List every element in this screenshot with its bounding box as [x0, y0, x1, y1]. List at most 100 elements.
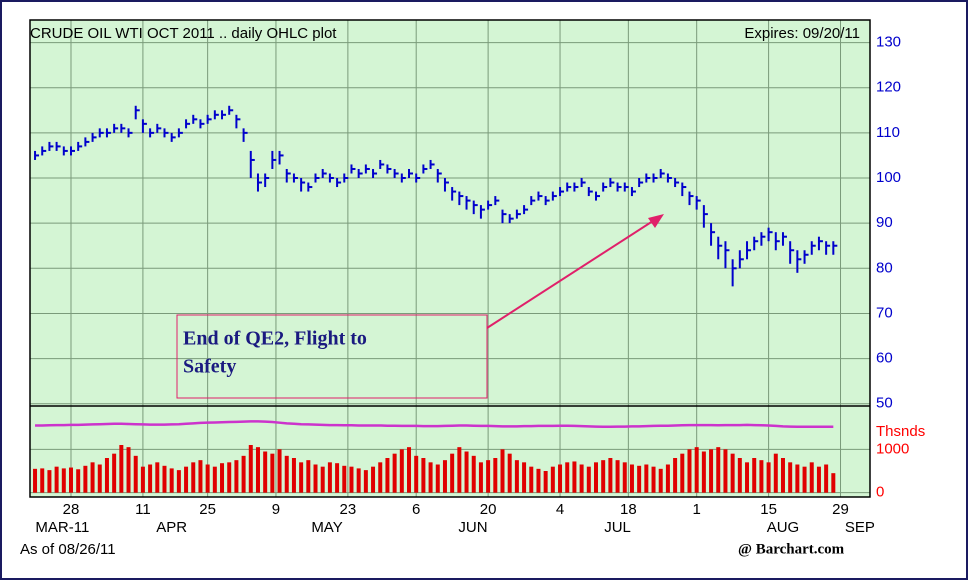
volume-bar [701, 451, 706, 493]
volume-bar [831, 473, 836, 493]
volume-bar [234, 460, 239, 493]
volume-bar [90, 462, 95, 493]
volume-bar [205, 464, 210, 493]
month-label: MAY [311, 519, 342, 536]
volume-bar [723, 449, 728, 493]
volume-bar [665, 464, 670, 493]
volume-bar [335, 463, 340, 493]
y-tick-label: 110 [876, 124, 900, 141]
volume-bar [780, 458, 785, 493]
volume-bar [788, 462, 793, 493]
volume-bar [730, 453, 735, 493]
volume-bar [673, 458, 678, 493]
volume-bar [385, 458, 390, 493]
volume-bar [629, 464, 634, 493]
volume-bar [737, 458, 742, 493]
volume-bar [140, 466, 145, 493]
volume-bar [464, 451, 469, 493]
y-tick-label: 70 [876, 304, 893, 321]
volume-bar [522, 462, 527, 493]
x-tick-label: 20 [480, 501, 497, 518]
x-tick-label: 23 [340, 501, 357, 518]
volume-bar [816, 466, 821, 493]
volume-bar [371, 466, 376, 493]
volume-bar [802, 466, 807, 493]
volume-bar [622, 462, 627, 493]
y-tick-label: 1000 [876, 440, 909, 457]
volume-bar [478, 462, 483, 493]
volume-bar [277, 449, 282, 493]
volume-bar [76, 469, 81, 493]
volume-bar [565, 462, 570, 493]
month-label: JUL [604, 519, 631, 536]
volume-bar [399, 449, 404, 493]
source: @ Barchart.com [738, 541, 845, 557]
volume-bar [773, 453, 778, 493]
volume-bar [414, 455, 419, 493]
x-tick-label: 18 [620, 501, 637, 518]
y-tick-label: 90 [876, 214, 893, 231]
volume-bar [378, 462, 383, 493]
volume-bar [644, 464, 649, 493]
volume-bar [507, 453, 512, 493]
x-tick-label: 25 [199, 501, 216, 518]
volume-bar [112, 453, 117, 493]
arrow-head [648, 214, 664, 228]
x-tick-label: 15 [760, 501, 777, 518]
volume-bar [176, 470, 181, 493]
volume-bar [608, 458, 613, 493]
x-tick-label: 28 [63, 501, 80, 518]
volume-bar [637, 465, 642, 493]
chart-subtitle: Expires: 09/20/11 [744, 25, 860, 42]
volume-bar [421, 458, 426, 493]
volume-bar [601, 460, 606, 493]
volume-bar [169, 468, 174, 493]
volume-bar [255, 447, 260, 493]
volume-bar [133, 455, 138, 493]
volume-bar [709, 449, 714, 493]
volume-bar [212, 466, 217, 493]
volume-bar [486, 460, 491, 493]
volume-bar [658, 468, 663, 493]
volume-bar [299, 462, 304, 493]
volume-bar [500, 449, 505, 493]
volume-bar [342, 465, 347, 493]
annotation-arrow [486, 218, 657, 329]
month-label: SEP [845, 519, 875, 536]
volume-bar [291, 458, 296, 493]
volume-bar [615, 460, 620, 493]
volume-bar [155, 462, 160, 493]
month-label: AUG [767, 519, 800, 536]
volume-bar [68, 467, 73, 493]
month-label: JUN [458, 519, 487, 536]
volume-bar [514, 460, 519, 493]
plot-background [30, 20, 870, 497]
volume-bar [471, 455, 476, 493]
volume-bar [363, 470, 368, 493]
y-axis-label: Thsnds [876, 423, 925, 440]
volume-bar [191, 462, 196, 493]
volume-bar [795, 464, 800, 493]
volume-bar [529, 466, 534, 493]
volume-bar [493, 458, 498, 493]
volume-bar [54, 466, 59, 493]
volume-bar [97, 464, 102, 493]
volume-bar [313, 464, 318, 493]
volume-bar [33, 468, 38, 493]
volume-bar [694, 447, 699, 493]
volume-bar [593, 462, 598, 493]
volume-bar [220, 463, 225, 493]
volume-bar [320, 466, 325, 493]
volume-bar [184, 466, 189, 493]
y-tick-label: 100 [876, 169, 901, 186]
volume-bar [327, 462, 332, 493]
volume-bar [651, 466, 656, 493]
volume-bar [356, 468, 361, 493]
x-tick-label: 6 [412, 501, 420, 518]
x-tick-label: 11 [135, 501, 151, 518]
volume-bar [586, 466, 591, 493]
volume-bar [61, 468, 66, 493]
y-tick-label: 60 [876, 350, 893, 367]
volume-bar [435, 464, 440, 493]
